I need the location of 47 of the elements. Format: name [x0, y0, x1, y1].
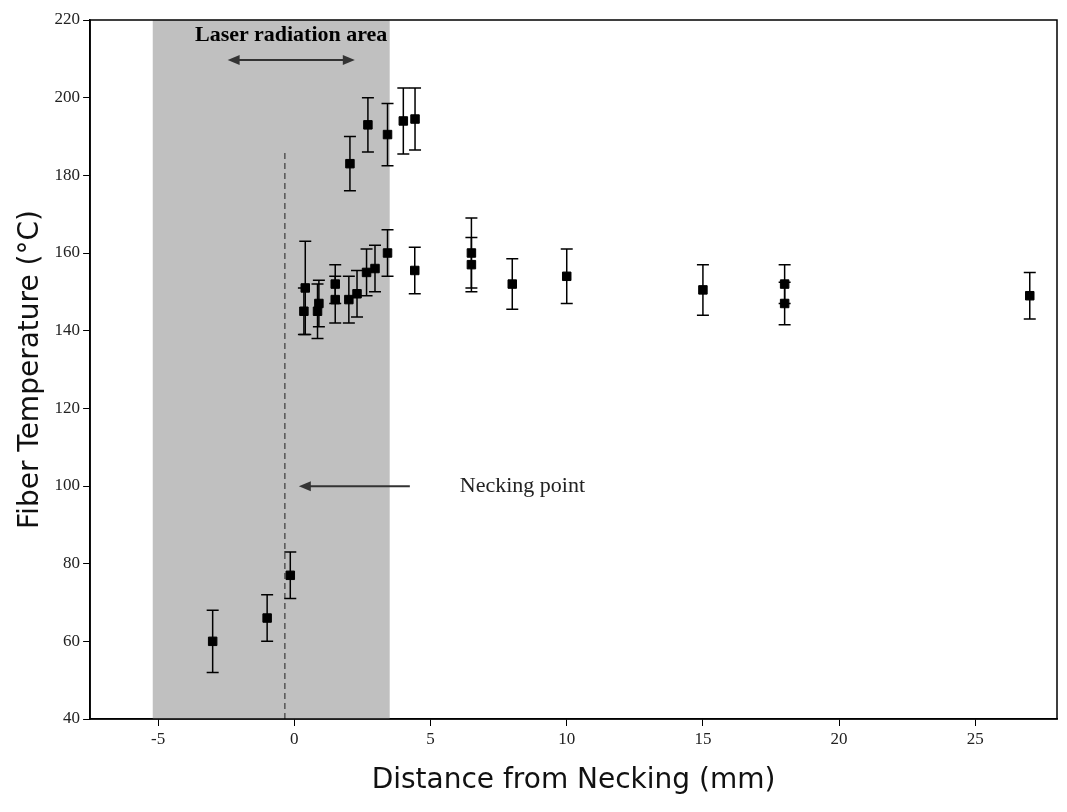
x-tick-label: 15 [694, 728, 712, 748]
point [363, 120, 373, 130]
point [507, 279, 518, 289]
y-tick-label: 140 [54, 320, 81, 340]
band-label: Laser radiation area [195, 20, 388, 46]
point [345, 158, 355, 169]
point [285, 570, 296, 581]
point [466, 248, 477, 258]
y-tick-label: 60 [63, 630, 81, 650]
x-axis-title: Distance from Necking (mm) [371, 762, 776, 796]
y-tick-label: 40 [63, 708, 81, 728]
y-tick-label: 200 [54, 87, 81, 107]
y-tick-label: 80 [63, 553, 81, 573]
point [300, 283, 311, 293]
point [779, 298, 790, 309]
x-tick-label: 25 [966, 728, 984, 748]
point [1025, 290, 1035, 301]
point [330, 279, 340, 289]
x-tick-label: 0 [290, 728, 299, 748]
point [314, 298, 324, 309]
point [382, 129, 393, 140]
x-tick-label: -5 [151, 728, 166, 748]
point [207, 636, 218, 647]
point [410, 114, 420, 124]
y-tick-label: 100 [54, 475, 81, 495]
y-tick-label: 120 [54, 397, 81, 417]
y-tick-label: 180 [54, 164, 81, 184]
point [370, 263, 380, 274]
x-tick-label: 5 [426, 728, 435, 748]
x-tick-label: 10 [558, 728, 576, 748]
point [382, 248, 393, 258]
point [344, 294, 354, 305]
point [398, 116, 409, 126]
point [466, 259, 477, 270]
point [779, 279, 790, 289]
point [262, 613, 272, 623]
point [562, 271, 572, 282]
point [299, 306, 309, 316]
point [352, 289, 362, 299]
x-tick-label: 20 [830, 728, 848, 748]
y-tick-label: 220 [54, 9, 81, 29]
annotation: Necking point [459, 472, 586, 498]
point [330, 294, 340, 305]
point [410, 265, 420, 276]
y-axis-title: Fiber Temperature (°C) [12, 210, 46, 529]
y-tick-label: 160 [54, 242, 81, 262]
point [698, 285, 708, 295]
